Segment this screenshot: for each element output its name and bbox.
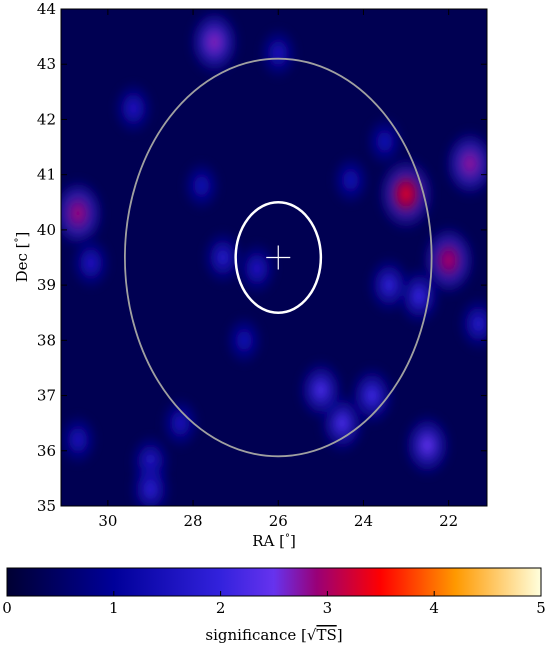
hotspot bbox=[328, 150, 374, 210]
colorbar-tick-label: 4 bbox=[429, 599, 439, 617]
y-tick-label: 37 bbox=[37, 387, 56, 405]
x-tick-label: 26 bbox=[269, 512, 288, 530]
axes: 30 28 26 24 22 35 36 37 38 39 40 41 42 43 44 bbox=[37, 0, 488, 530]
colorbar-label: significance [√TS] bbox=[205, 626, 342, 644]
outer-circle bbox=[124, 57, 433, 458]
hotspot bbox=[255, 23, 302, 84]
hotspot bbox=[109, 77, 158, 140]
hotspot bbox=[362, 112, 408, 171]
hotspot bbox=[178, 156, 225, 216]
y-tick-label: 40 bbox=[37, 221, 56, 239]
y-tick-label: 44 bbox=[37, 0, 56, 18]
colorbar-gradient bbox=[6, 567, 542, 597]
y-tick-label: 39 bbox=[37, 276, 56, 294]
colorbar-tick-label: 0 bbox=[2, 599, 12, 617]
hotspot bbox=[372, 150, 440, 238]
x-tick-label: 28 bbox=[184, 512, 203, 530]
hotspot bbox=[157, 393, 204, 454]
x-tick-label: 24 bbox=[354, 512, 373, 530]
colorbar-tick-label: 1 bbox=[109, 599, 119, 617]
hotspot bbox=[221, 310, 267, 370]
y-tick-label: 43 bbox=[37, 55, 56, 73]
x-tick-label: 22 bbox=[439, 512, 458, 530]
y-tick-label: 41 bbox=[37, 166, 56, 184]
hotspot bbox=[125, 457, 176, 506]
significance-map bbox=[61, 9, 487, 506]
hotspot bbox=[293, 354, 348, 426]
colorbar: 0 1 2 3 4 5 bbox=[2, 567, 546, 617]
plot-frame bbox=[60, 8, 488, 507]
colorbar-tick-label: 3 bbox=[323, 599, 333, 617]
y-tick-label: 38 bbox=[37, 331, 56, 349]
y-axis-label: Dec [°] bbox=[13, 232, 31, 283]
y-tick-label: 42 bbox=[37, 110, 56, 128]
hotspot bbox=[439, 124, 487, 204]
y-tick-label: 35 bbox=[37, 497, 56, 515]
hotspot bbox=[363, 252, 415, 319]
hotspot bbox=[399, 408, 456, 482]
x-axis-label: RA [°] bbox=[252, 532, 296, 550]
colorbar-tick-label: 2 bbox=[216, 599, 226, 617]
hotspot bbox=[67, 232, 115, 294]
x-tick-label: 30 bbox=[98, 512, 117, 530]
y-tick-label: 36 bbox=[37, 442, 56, 460]
hotspot bbox=[184, 9, 245, 81]
hotspot bbox=[454, 292, 487, 356]
hotspot bbox=[345, 361, 399, 430]
hotspot bbox=[61, 409, 102, 470]
colorbar-tick-label: 5 bbox=[536, 599, 546, 617]
inner-circle bbox=[234, 201, 323, 314]
hotspot bbox=[198, 225, 248, 290]
